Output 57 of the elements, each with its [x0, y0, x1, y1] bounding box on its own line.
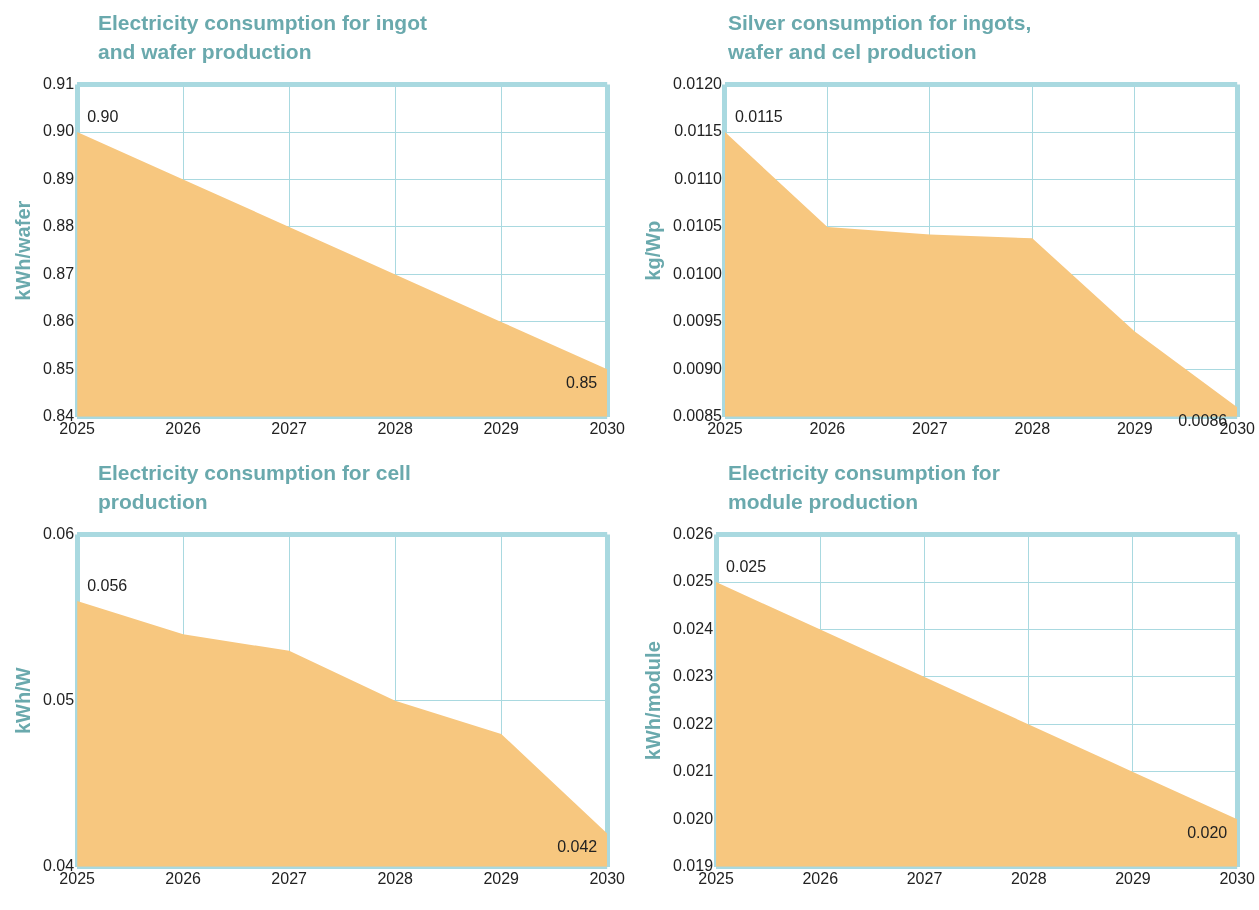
x-tick-label: 2028 — [377, 869, 414, 887]
x-tick-label: 2027 — [912, 419, 948, 437]
x-tick-label: 2027 — [906, 869, 943, 887]
x-tick-label: 2029 — [1115, 869, 1151, 887]
data-label: 0.025 — [726, 558, 767, 576]
y-tick-label: 0.87 — [43, 264, 75, 282]
data-label: 0.020 — [1187, 823, 1228, 841]
y-tick-label: 0.023 — [672, 667, 714, 685]
y-tick-label: 0.06 — [43, 525, 75, 543]
y-tick-label: 0.91 — [43, 75, 75, 93]
x-tick-label: 2027 — [271, 419, 308, 437]
y-tick-label: 0.020 — [672, 809, 714, 827]
x-tick-label: 2026 — [165, 869, 202, 887]
chart-title: Electricity consumption for ingot and wafer production — [98, 10, 429, 65]
chart-title: Silver consumption for ingots, wafer and cel production — [728, 10, 1033, 65]
y-tick-label: 0.022 — [672, 714, 714, 732]
data-label: 0.90 — [87, 108, 119, 126]
x-tick-label: 2030 — [589, 869, 626, 887]
y-tick-label: 0.88 — [43, 217, 75, 235]
y-tick-label: 0.85 — [43, 359, 75, 377]
y-tick-label: 0.86 — [43, 312, 75, 330]
y-axis-title: kg/Wp — [641, 220, 664, 281]
y-tick-label: 0.025 — [672, 572, 714, 590]
chart-title: Electricity consumption for cell production — [98, 460, 412, 515]
y-axis-title: kWh/wafer — [11, 200, 34, 301]
x-tick-label: 2029 — [1116, 419, 1153, 437]
chart-title: Electricity consumption for module production — [728, 460, 1001, 515]
x-tick-label: 2026 — [165, 419, 202, 437]
data-label: 0.056 — [87, 577, 128, 595]
y-tick-label: 0.05 — [43, 691, 75, 709]
y-tick-label: 0.0100 — [673, 264, 723, 282]
x-tick-label: 2028 — [1010, 869, 1047, 887]
x-tick-label: 2027 — [271, 869, 308, 887]
data-label: 0.85 — [566, 373, 598, 391]
x-tick-label: 2028 — [377, 419, 414, 437]
y-tick-label: 0.0095 — [673, 312, 723, 330]
y-tick-label: 0.0110 — [674, 169, 723, 187]
x-tick-label: 2026 — [809, 419, 846, 437]
y-tick-label: 0.024 — [672, 619, 714, 637]
y-tick-label: 0.0090 — [673, 359, 723, 377]
x-tick-label: 2030 — [589, 419, 626, 437]
y-tick-label: 0.0105 — [673, 217, 723, 235]
y-axis-title: kWh/W — [11, 667, 34, 735]
data-label: 0.042 — [557, 837, 598, 855]
x-tick-label: 2029 — [483, 869, 520, 887]
x-tick-label: 2029 — [483, 419, 520, 437]
y-tick-label: 0.026 — [672, 525, 714, 543]
x-tick-label: 2026 — [802, 869, 839, 887]
y-tick-label: 0.021 — [672, 762, 714, 780]
data-label: 0.0115 — [734, 108, 783, 126]
x-tick-label: 2028 — [1014, 419, 1051, 437]
y-tick-label: 0.89 — [43, 169, 75, 187]
y-tick-label: 0.0115 — [674, 122, 723, 140]
y-tick-label: 0.0120 — [673, 75, 723, 93]
y-tick-label: 0.90 — [43, 122, 75, 140]
x-tick-label: 2030 — [1219, 869, 1256, 887]
y-axis-title: kWh/module — [641, 641, 664, 761]
